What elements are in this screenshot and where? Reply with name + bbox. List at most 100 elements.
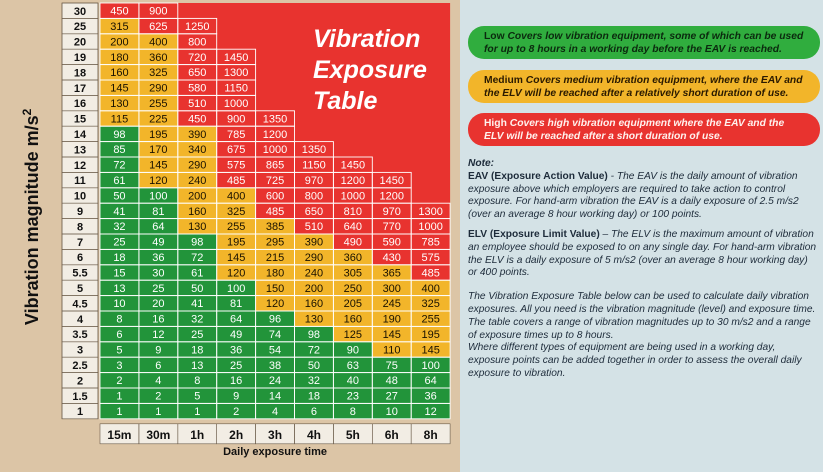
- magnitude-tick-label: 15: [74, 114, 86, 126]
- exposure-points-label: 810: [344, 206, 362, 218]
- exposure-points-label: 8: [350, 406, 356, 418]
- exposure-points-label: 2: [116, 375, 122, 387]
- exposure-points-label: 85: [113, 144, 125, 156]
- exposure-cell: [177, 234, 217, 250]
- exposure-points-label: 725: [266, 175, 284, 187]
- exposure-points-label: 360: [149, 52, 167, 64]
- exposure-table-svg: 3025201918171615141312111098765.554.543.…: [0, 0, 460, 472]
- magnitude-tick-label: 20: [74, 37, 86, 49]
- exposure-cell: [138, 95, 178, 111]
- exposure-cell: [411, 280, 451, 296]
- exposure-points-label: 61: [113, 175, 125, 187]
- exposure-time-tick-label: 2h: [229, 428, 243, 442]
- exposure-points-label: 40: [347, 375, 359, 387]
- exposure-cell: [411, 357, 451, 373]
- exposure-points-label: 865: [266, 160, 284, 172]
- exposure-cell: [216, 280, 256, 296]
- exposure-points-label: 1350: [302, 144, 326, 156]
- exposure-cell: [216, 95, 256, 111]
- exposure-points-label: 50: [113, 190, 125, 202]
- exposure-cell: [100, 141, 139, 157]
- exposure-points-label: 24: [269, 375, 281, 387]
- exposure-points-label: 450: [110, 6, 128, 18]
- exposure-points-label: 50: [191, 283, 203, 295]
- exposure-cell: [138, 141, 178, 157]
- exposure-cell: [216, 49, 256, 65]
- combined-paragraph: Where different types of equipment are b…: [468, 342, 802, 379]
- exposure-cell: [100, 203, 139, 219]
- exposure-time-tick-label: 30m: [146, 428, 170, 442]
- exposure-points-label: 130: [188, 221, 206, 233]
- exposure-cell: [372, 372, 412, 388]
- exposure-cell: [372, 249, 412, 265]
- exposure-cell: [138, 126, 178, 142]
- exposure-points-label: 770: [383, 221, 401, 233]
- exposure-cell: [216, 80, 256, 96]
- exposure-points-label: 800: [305, 190, 323, 202]
- exposure-points-label: 1200: [341, 175, 365, 187]
- exposure-cell: [411, 326, 451, 342]
- exposure-cell: [333, 264, 373, 281]
- exposure-cell: [294, 218, 334, 234]
- medium-text: Covers medium vibration equipment, where…: [484, 75, 803, 99]
- chart-title-line: Table: [313, 87, 377, 115]
- exposure-cell: [333, 234, 373, 250]
- exposure-cell: [138, 234, 178, 250]
- exposure-points-label: 1300: [418, 206, 442, 218]
- exposure-cell: [294, 311, 334, 327]
- exposure-points-label: 2: [233, 406, 239, 418]
- exposure-cell: [294, 295, 334, 311]
- exposure-points-label: 785: [421, 237, 439, 249]
- exposure-cell: [216, 249, 256, 265]
- exposure-cell: [216, 372, 256, 388]
- exposure-points-label: 145: [110, 83, 128, 95]
- magnitude-tick-label: 1.5: [72, 391, 87, 403]
- exposure-points-label: 130: [110, 98, 128, 110]
- magnitude-tick-label: 9: [77, 206, 83, 218]
- exposure-cell: [255, 372, 295, 388]
- magnitude-cell: [61, 403, 99, 420]
- exposure-cell: [255, 172, 295, 188]
- exposure-cell: [294, 372, 334, 388]
- exposure-cell: [100, 18, 139, 34]
- exposure-points-label: 1000: [224, 98, 248, 110]
- exposure-points-label: 32: [308, 375, 320, 387]
- exposure-cell: [177, 357, 217, 373]
- exposure-points-label: 290: [188, 160, 206, 172]
- elv-text: – The ELV is the maximum amount of vibra…: [468, 228, 817, 279]
- exposure-cell: [138, 157, 178, 173]
- exposure-cell: [372, 341, 412, 358]
- exposure-cell: [411, 341, 451, 358]
- exposure-points-label: 6: [311, 406, 317, 418]
- exposure-cell: [100, 357, 139, 373]
- exposure-points-label: 4: [272, 406, 278, 418]
- exposure-cell: [372, 388, 412, 404]
- exposure-points-label: 14: [269, 391, 281, 403]
- exposure-points-label: 120: [266, 298, 284, 310]
- exposure-cell: [100, 388, 139, 404]
- exposure-points-label: 100: [421, 360, 439, 372]
- exposure-cell: [333, 403, 373, 419]
- eav-text: - The EAV is the daily amount of vibrati…: [468, 170, 799, 221]
- magnitude-tick-label: 25: [74, 21, 86, 33]
- exposure-cell: [372, 311, 412, 327]
- exposure-cell: [333, 295, 373, 311]
- exposure-points-label: 510: [305, 221, 323, 233]
- vibration-exposure-chart: 30 25 20 19 18 17 16 15 14 13 12 11 10 9 8 7 6 5.5 5 4.5 4 3.…: [0, 0, 460, 472]
- exposure-cell: [372, 234, 412, 250]
- exposure-time-tick-label: 6h: [385, 428, 399, 442]
- exposure-cell: [177, 126, 217, 142]
- exposure-points-label: 325: [227, 206, 245, 218]
- exposure-points-label: 13: [191, 360, 203, 372]
- exposure-points-label: 160: [110, 67, 128, 79]
- magnitude-tick-label: 12: [74, 160, 86, 172]
- exposure-points-label: 1000: [263, 144, 287, 156]
- chart-title-line: Vibration: [313, 25, 420, 53]
- exposure-points-label: 18: [191, 344, 203, 356]
- exposure-cell: [294, 157, 334, 173]
- exposure-cell: [138, 341, 178, 358]
- exposure-cell: [333, 218, 373, 234]
- exposure-cell: [100, 49, 139, 65]
- exposure-points-label: 2: [155, 391, 161, 403]
- exposure-cell: [216, 326, 256, 342]
